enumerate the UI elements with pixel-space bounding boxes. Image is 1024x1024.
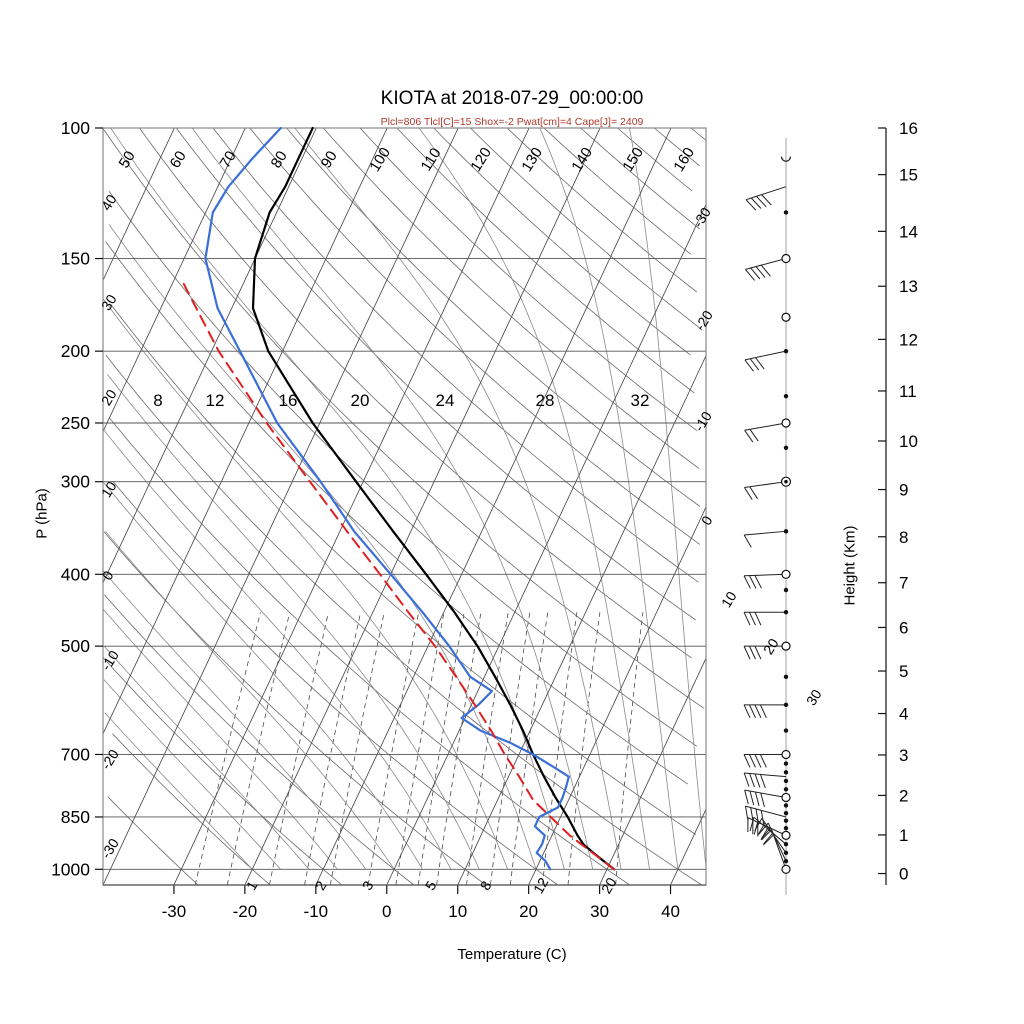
moist-adiabat-label: 32 [631,391,650,410]
dry-adiabat-label: 100 [366,144,394,174]
isotherm-label-left: 20 [98,386,120,408]
height-tick-label: 16 [899,119,918,138]
x-axis-label: Temperature (C) [457,946,567,963]
pressure-tick-label: 100 [61,118,90,138]
height-tick-label: 2 [899,786,908,805]
dry-adiabat-label: 130 [518,144,546,174]
temperature-axis: -30 -20 -10 0 10 20 30 40 [103,884,706,921]
pressure-tick-label: 300 [61,472,90,492]
isotherm-label-right: -10 [691,408,715,434]
height-tick-label: 7 [899,574,908,593]
height-tick-label: 4 [899,705,908,724]
dry-adiabat-label: 150 [619,144,647,174]
temperature-tick-label: -10 [304,902,329,921]
dry-adiabat-label: 90 [318,148,341,171]
height-tick-label: 15 [899,166,918,185]
isotherm-label-left: 10 [98,478,120,500]
pressure-tick-label: 1000 [51,859,90,879]
height-tick-label: 5 [899,662,908,681]
mixing-ratio-label: 2 [312,878,330,893]
isotherm-label-left: -30 [98,835,122,861]
pressure-tick-label: 400 [61,564,90,584]
mixing-ratio-lines [194,612,644,886]
pressure-tick-label: 200 [61,341,90,361]
temperature-tick-label: 20 [519,902,538,921]
moist-adiabat-label: 24 [436,391,455,410]
isotherm-label-right: -30 [690,204,714,230]
dry-adiabat-label: 140 [568,144,596,174]
height-tick-label: 1 [899,826,908,845]
height-tick-label: 6 [899,618,908,637]
temperature-tick-label: 30 [590,902,609,921]
mixing-ratio-label: 3 [359,878,377,893]
height-tick-label: 11 [899,382,917,401]
dry-adiabat-lines [102,127,707,886]
pressure-tick-label: 250 [61,413,90,433]
height-tick-label: 10 [899,432,918,451]
isotherm-label-left: -20 [98,746,122,772]
temperature-tick-label: 0 [382,902,391,921]
moist-adiabat-label: 28 [536,391,555,410]
pressure-tick-label: 850 [61,807,90,827]
dry-adiabat-label: 160 [670,144,698,174]
pressure-axis: 100 150 200 250 300 400 500 700 850 1000 [51,118,103,879]
height-tick-label: 0 [899,865,908,884]
moist-adiabat-label: 8 [153,391,162,410]
isotherm-label-left: -10 [98,647,122,673]
temperature-tick-label: 10 [448,902,467,921]
dry-adiabat-label: 110 [418,145,445,174]
mixing-ratio-label: 12 [530,875,552,897]
isotherm-label-left: 30 [98,291,120,313]
dry-adiabat-label: 50 [116,148,139,171]
isotherm-lines [102,127,707,886]
height-tick-label: 14 [899,222,918,241]
moist-adiabat-label: 12 [206,391,225,410]
mixing-ratio-label: 20 [598,875,620,897]
height-tick-label: 9 [899,481,908,500]
wind-barb-column [743,138,792,895]
sounding-curves [180,126,616,871]
moist-adiabat-label: 20 [351,391,370,410]
pressure-tick-label: 150 [61,249,90,269]
pressure-tick-label: 500 [61,636,90,656]
dry-adiabat-label: 60 [167,148,190,171]
height-tick-label: 13 [899,277,918,296]
height-tick-label: 8 [899,528,908,547]
page-title: KIOTA at 2018-07-29_00:00:00 [380,88,644,109]
temperature-tick-label: -30 [162,902,187,921]
moist-adiabat-label: 16 [279,391,298,410]
isotherm-label-left: 0 [99,568,117,583]
temperature-tick-label: 40 [661,902,680,921]
sounding-indices-subtitle: Plcl=806 Tlcl[C]=15 Shox=-2 Pwat[cm]=4 C… [380,116,644,128]
mixing-ratio-label: 8 [477,878,495,893]
isotherm-label-right: 0 [698,513,716,528]
isotherm-label-right: 20 [760,635,782,657]
dry-adiabat-label: 120 [467,144,495,174]
height-tick-label: 3 [899,746,908,765]
isotherm-label-right: 10 [718,588,740,610]
height-tick-label: 12 [899,330,918,349]
pressure-tick-label: 700 [61,744,90,764]
isotherm-label-left: 40 [98,191,120,213]
isotherm-label-right: -20 [692,307,716,333]
isotherm-label-right: 30 [803,686,825,708]
dry-adiabat-label: 70 [217,148,240,171]
temperature-tick-label: -20 [233,902,258,921]
dry-adiabat-label: 80 [268,148,291,171]
